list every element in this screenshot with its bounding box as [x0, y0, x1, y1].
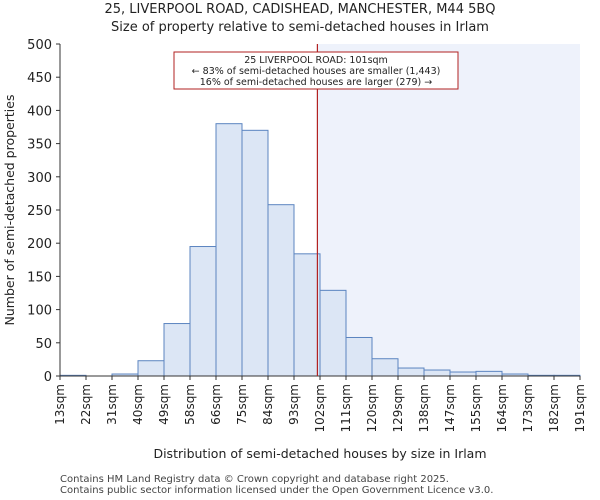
footer-licence: Contains public sector information licen…: [60, 485, 494, 496]
x-tick-label: 22sqm: [79, 384, 93, 425]
x-tick-label: 120sqm: [365, 384, 379, 432]
annotation-box: [173, 51, 459, 90]
y-tick-label: 50: [35, 337, 52, 352]
y-tick-label: 200: [27, 237, 52, 252]
x-tick-label: 173sqm: [521, 384, 535, 432]
y-tick-label: 300: [27, 171, 52, 186]
x-tick-label: 111sqm: [339, 384, 353, 432]
x-tick-label: 13sqm: [53, 384, 67, 425]
histogram-bar: [267, 204, 295, 377]
histogram-bar: [475, 370, 503, 377]
y-tick-label: 400: [27, 104, 52, 119]
histogram-bar: [189, 246, 217, 377]
y-tick-label: 100: [27, 304, 52, 319]
histogram-bar: [293, 253, 321, 377]
y-tick-label: 250: [27, 204, 52, 219]
histogram-bar: [371, 358, 399, 377]
histogram-bar: [423, 369, 451, 377]
y-tick-label: 350: [27, 138, 52, 153]
x-tick-label: 66sqm: [209, 384, 223, 425]
x-tick-label: 93sqm: [287, 384, 301, 425]
histogram-bar: [345, 336, 373, 377]
histogram-bar: [163, 323, 191, 377]
y-tick-label: 0: [44, 370, 52, 385]
x-tick-label: 164sqm: [495, 384, 509, 432]
x-axis-title: Distribution of semi-detached houses by …: [153, 446, 486, 461]
x-tick-label: 49sqm: [157, 384, 171, 425]
chart-title: 25, LIVERPOOL ROAD, CADISHEAD, MANCHESTE…: [104, 2, 496, 17]
annotation-line: 25 LIVERPOOL ROAD: 101sqm: [244, 55, 388, 66]
x-tick-label: 182sqm: [547, 384, 561, 432]
histogram-bar: [319, 289, 347, 377]
annotation-line: 16% of semi-detached houses are larger (…: [200, 77, 433, 88]
x-tick-label: 84sqm: [261, 384, 275, 425]
x-tick-label: 138sqm: [417, 384, 431, 432]
x-tick-label: 75sqm: [235, 384, 249, 425]
x-tick-label: 58sqm: [183, 384, 197, 425]
histogram-bar: [449, 371, 477, 377]
chart-subtitle: Size of property relative to semi-detach…: [111, 20, 489, 35]
histogram-bar: [137, 360, 165, 377]
larger-region-shade: [317, 44, 580, 376]
x-tick-label: 191sqm: [573, 384, 587, 432]
histogram-bar: [397, 367, 425, 377]
x-tick-label: 147sqm: [443, 384, 457, 432]
x-tick-label: 40sqm: [131, 384, 145, 425]
y-axis-title: Number of semi-detached properties: [2, 95, 17, 326]
histogram-bar: [215, 123, 243, 377]
annotation-line: ← 83% of semi-detached houses are smalle…: [192, 66, 441, 77]
x-tick-label: 155sqm: [469, 384, 483, 432]
footer-copyright: Contains HM Land Registry data © Crown c…: [60, 474, 449, 485]
y-tick-label: 150: [27, 270, 52, 285]
x-tick-label: 31sqm: [105, 384, 119, 425]
x-tick-label: 102sqm: [313, 384, 327, 432]
y-tick-label: 500: [27, 38, 52, 53]
y-tick-label: 450: [27, 71, 52, 86]
histogram-bar: [241, 129, 269, 377]
x-tick-label: 129sqm: [391, 384, 405, 432]
